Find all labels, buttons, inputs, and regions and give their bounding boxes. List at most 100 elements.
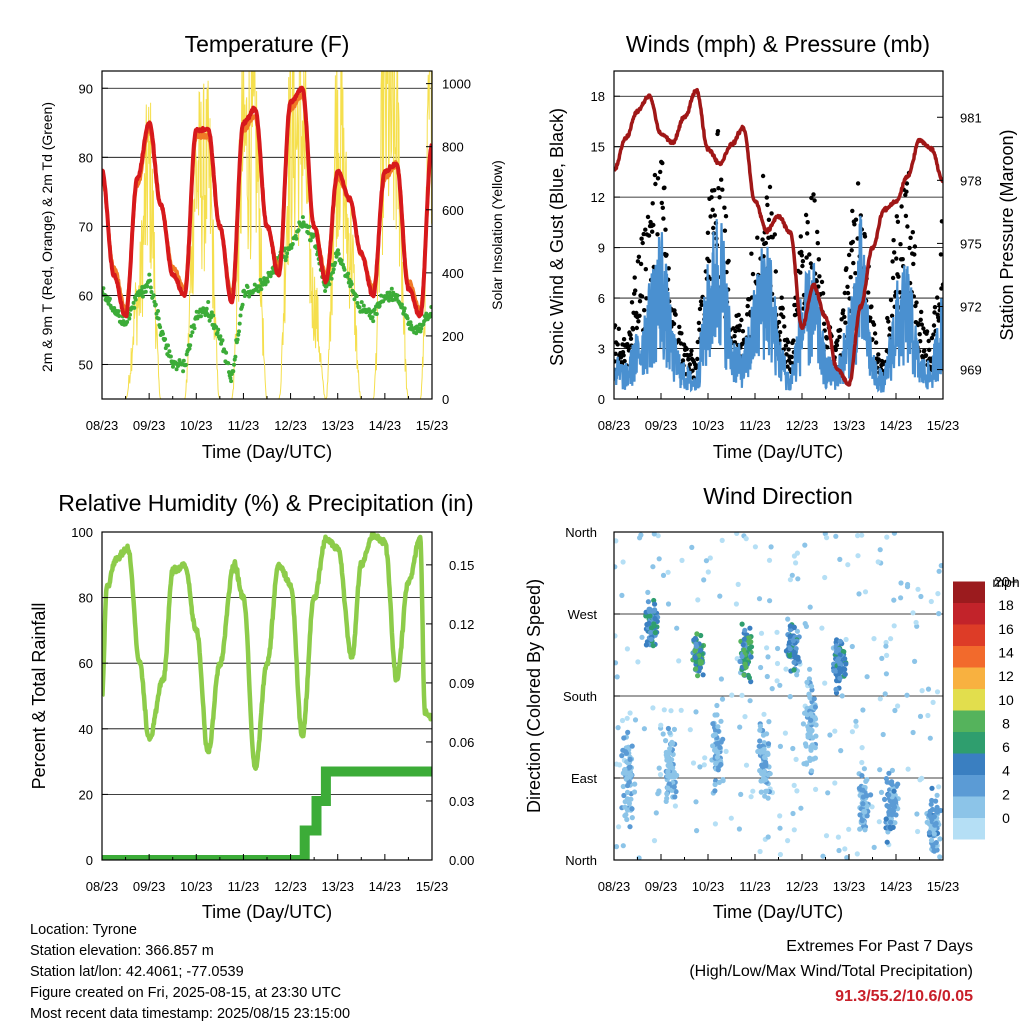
direction-point xyxy=(643,642,650,648)
gust-point xyxy=(736,312,741,318)
dewpoint-point xyxy=(167,349,172,354)
direction-point xyxy=(690,760,697,766)
direction-point xyxy=(748,639,754,645)
dewpoint-point xyxy=(352,297,357,302)
dewpoint-point xyxy=(156,316,161,321)
direction-point xyxy=(926,830,933,836)
dewpoint-point xyxy=(216,327,221,332)
humidity-ytick-label: 80 xyxy=(79,591,93,606)
direction-point xyxy=(835,834,842,840)
gust-point xyxy=(799,249,804,255)
direction-point xyxy=(627,756,633,763)
dewpoint-point xyxy=(327,282,332,287)
gust-point xyxy=(767,184,773,190)
direction-point xyxy=(917,713,924,720)
gust-point xyxy=(808,261,814,266)
direction-point xyxy=(765,772,771,778)
direction-point xyxy=(859,773,865,779)
winds-xtick-label: 10/23 xyxy=(692,418,725,433)
direction-point xyxy=(895,703,901,709)
direction-point xyxy=(862,827,868,833)
direction-point xyxy=(697,660,704,666)
direction-point xyxy=(904,692,910,698)
direction-point xyxy=(694,631,700,637)
direction-point xyxy=(747,625,753,631)
direction-point xyxy=(738,791,744,798)
pressure-ytick-label: 969 xyxy=(960,363,982,378)
direction-point xyxy=(651,532,657,537)
gust-point xyxy=(745,312,750,317)
dewpoint-point xyxy=(199,314,203,319)
direction-point xyxy=(723,748,729,755)
gust-point xyxy=(621,353,626,358)
gust-point xyxy=(666,266,671,271)
direction-point xyxy=(791,827,797,833)
gust-point xyxy=(726,258,731,264)
direction-point xyxy=(665,569,671,575)
direction-point xyxy=(841,649,847,655)
direction-point xyxy=(789,572,795,578)
gust-point xyxy=(900,257,905,262)
dewpoint-point xyxy=(283,258,288,263)
direction-xtick-label: 08/23 xyxy=(598,879,631,894)
direction-point xyxy=(629,743,635,749)
winds-xtick-label: 14/23 xyxy=(880,418,913,433)
direction-point xyxy=(837,556,843,563)
gust-point xyxy=(643,227,648,232)
temperature-ytick-label: 90 xyxy=(79,81,93,96)
colorbar-label: 16 xyxy=(998,621,1014,637)
direction-point xyxy=(777,743,784,750)
colorbar-swatch xyxy=(953,753,985,775)
direction-point xyxy=(740,642,746,648)
dewpoint-point xyxy=(227,370,231,375)
gust-point xyxy=(890,275,896,281)
gust-point xyxy=(645,214,651,220)
direction-point xyxy=(614,844,620,850)
pressure-ytick-label: 978 xyxy=(960,173,982,188)
direction-point xyxy=(620,783,626,790)
gust-point xyxy=(779,295,784,300)
dewpoint-point xyxy=(294,236,299,241)
gust-point xyxy=(910,230,915,235)
direction-point xyxy=(614,674,620,680)
direction-point xyxy=(750,788,756,794)
gust-point xyxy=(889,313,895,318)
temperature-xtick-label: 14/23 xyxy=(369,418,402,433)
direction-point xyxy=(758,630,765,636)
direction-point xyxy=(665,762,671,769)
direction-point xyxy=(898,595,904,601)
gust-point xyxy=(763,240,768,246)
direction-point xyxy=(836,646,842,652)
direction-point xyxy=(763,777,769,783)
dewpoint-point xyxy=(387,298,391,303)
humidity-xtick-label: 12/23 xyxy=(274,879,307,894)
direction-point xyxy=(715,750,721,756)
gust-point xyxy=(815,229,820,235)
gust-point xyxy=(926,338,931,344)
direction-point xyxy=(651,608,657,614)
direction-point xyxy=(652,601,658,607)
direction-point xyxy=(808,683,815,689)
direction-point xyxy=(819,625,825,631)
gust-point xyxy=(749,251,754,256)
direction-point xyxy=(717,744,723,751)
dewpoint-point xyxy=(132,305,137,310)
gust-point xyxy=(658,169,663,175)
direction-point xyxy=(720,778,726,784)
dewpoint-point xyxy=(256,289,261,294)
gust-point xyxy=(812,198,817,203)
direction-point xyxy=(837,660,843,667)
direction-point xyxy=(883,639,889,646)
gust-point xyxy=(655,176,661,181)
gust-point xyxy=(630,327,636,332)
gust-point xyxy=(688,352,694,357)
direction-point xyxy=(832,728,838,734)
gust-point xyxy=(876,352,881,357)
dewpoint-point xyxy=(107,296,112,301)
dewpoint-point xyxy=(237,329,241,334)
direction-point xyxy=(787,633,793,639)
direction-point xyxy=(665,773,671,779)
gust-point xyxy=(786,347,791,352)
gust-point xyxy=(664,252,669,257)
winds-ytick-label: 15 xyxy=(591,140,605,155)
